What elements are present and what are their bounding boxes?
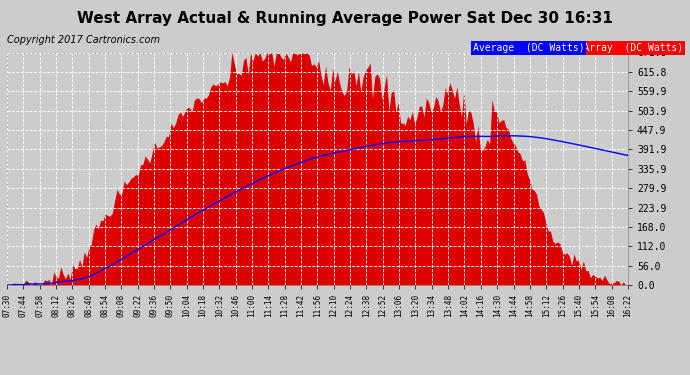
Text: Average  (DC Watts): Average (DC Watts) — [473, 43, 584, 53]
Text: Copyright 2017 Cartronics.com: Copyright 2017 Cartronics.com — [7, 35, 160, 45]
Text: West Array Actual & Running Average Power Sat Dec 30 16:31: West Array Actual & Running Average Powe… — [77, 11, 613, 26]
Text: West Array  (DC Watts): West Array (DC Watts) — [554, 43, 683, 53]
